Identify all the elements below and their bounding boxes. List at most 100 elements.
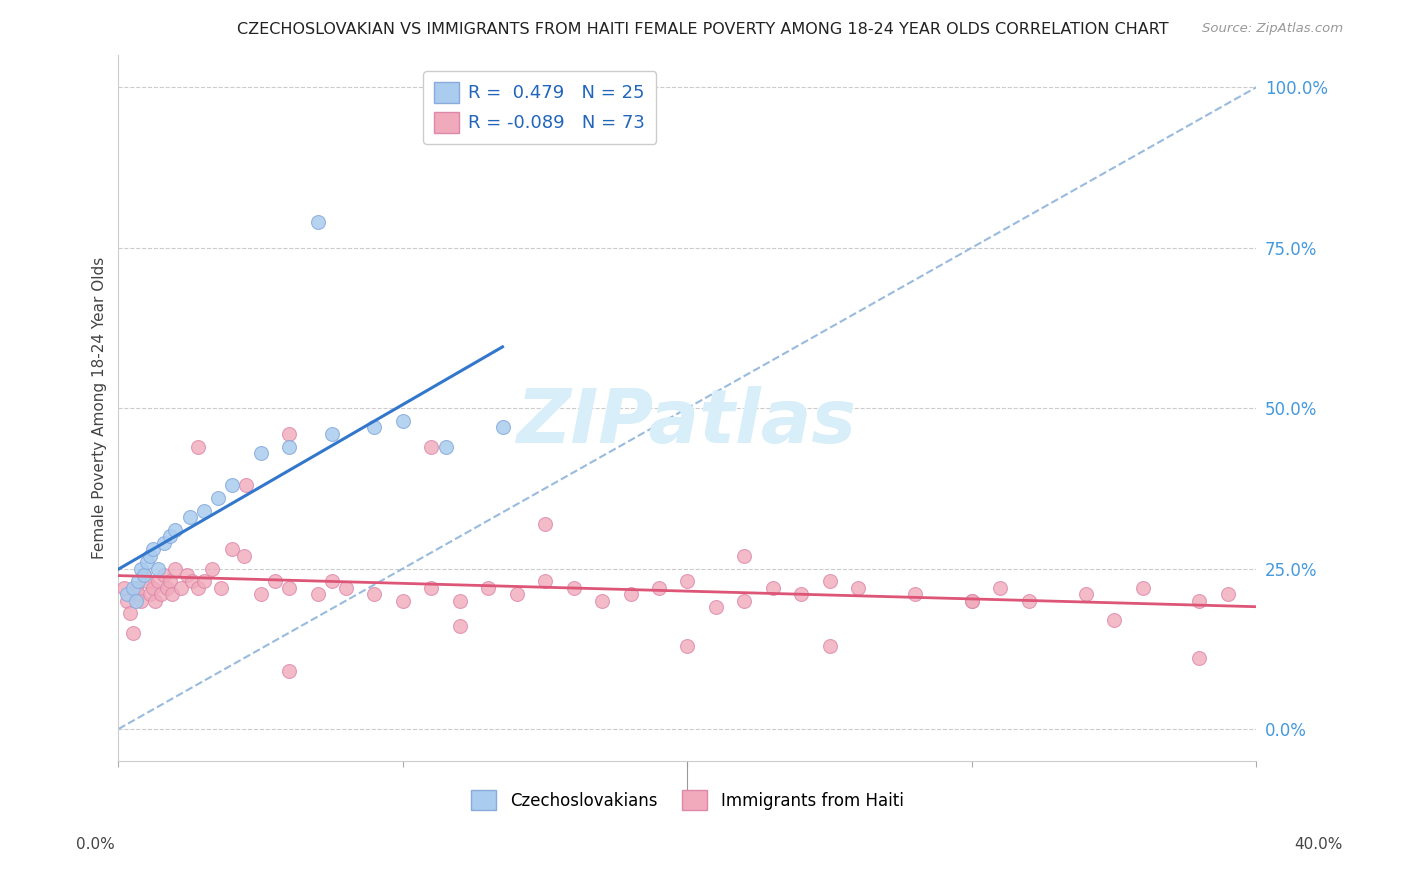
Point — [904, 587, 927, 601]
Point — [181, 574, 204, 589]
Point — [176, 568, 198, 582]
Point — [818, 639, 841, 653]
Point — [704, 600, 727, 615]
Point — [1102, 613, 1125, 627]
Point — [170, 581, 193, 595]
Point — [449, 593, 471, 607]
Point — [124, 593, 146, 607]
Point — [434, 440, 457, 454]
Point — [121, 581, 143, 595]
Point — [235, 478, 257, 492]
Point — [112, 581, 135, 595]
Point — [676, 639, 699, 653]
Point — [1018, 593, 1040, 607]
Point — [321, 574, 343, 589]
Point — [619, 587, 641, 601]
Point — [321, 426, 343, 441]
Point — [209, 581, 232, 595]
Text: CZECHOSLOVAKIAN VS IMMIGRANTS FROM HAITI FEMALE POVERTY AMONG 18-24 YEAR OLDS CO: CZECHOSLOVAKIAN VS IMMIGRANTS FROM HAITI… — [238, 22, 1168, 37]
Point — [145, 593, 167, 607]
Point — [534, 516, 557, 531]
Point — [278, 581, 301, 595]
Point — [392, 414, 415, 428]
Point — [142, 581, 165, 595]
Point — [153, 568, 176, 582]
Point — [232, 549, 254, 563]
Point — [307, 215, 329, 229]
Point — [733, 593, 755, 607]
Point — [193, 574, 215, 589]
Point — [124, 581, 146, 595]
Point — [762, 581, 785, 595]
Point — [1132, 581, 1154, 595]
Point — [153, 536, 176, 550]
Point — [193, 504, 215, 518]
Point — [135, 555, 157, 569]
Point — [132, 568, 155, 582]
Point — [1188, 651, 1211, 665]
Point — [159, 574, 181, 589]
Point — [221, 478, 243, 492]
Point — [142, 542, 165, 557]
Point — [818, 574, 841, 589]
Point — [363, 420, 385, 434]
Point — [676, 574, 699, 589]
Point — [278, 440, 301, 454]
Point — [129, 561, 152, 575]
Point — [477, 581, 499, 595]
Point — [392, 593, 415, 607]
Point — [165, 561, 187, 575]
Text: 40.0%: 40.0% — [1295, 838, 1343, 852]
Point — [278, 426, 301, 441]
Point — [135, 574, 157, 589]
Point — [420, 581, 443, 595]
Point — [534, 574, 557, 589]
Point — [278, 665, 301, 679]
Point — [115, 587, 138, 601]
Point — [132, 568, 155, 582]
Point — [733, 549, 755, 563]
Point — [148, 561, 170, 575]
Point — [335, 581, 357, 595]
Point — [988, 581, 1011, 595]
Point — [420, 440, 443, 454]
Point — [264, 574, 287, 589]
Point — [207, 491, 229, 505]
Point — [118, 607, 141, 621]
Point — [307, 587, 329, 601]
Point — [127, 587, 149, 601]
Point — [1074, 587, 1097, 601]
Point — [506, 587, 529, 601]
Point — [165, 523, 187, 537]
Point — [249, 587, 271, 601]
Point — [156, 581, 179, 595]
Point — [960, 593, 983, 607]
Point — [162, 587, 184, 601]
Point — [1216, 587, 1239, 601]
Point — [846, 581, 869, 595]
Point — [591, 593, 613, 607]
Text: ZIPatlas: ZIPatlas — [517, 385, 858, 458]
Point — [449, 619, 471, 633]
Point — [179, 510, 201, 524]
Point — [491, 420, 513, 434]
Point — [201, 561, 224, 575]
Point — [159, 529, 181, 543]
Point — [138, 587, 160, 601]
Point — [187, 581, 209, 595]
Point — [1188, 593, 1211, 607]
Y-axis label: Female Poverty Among 18-24 Year Olds: Female Poverty Among 18-24 Year Olds — [93, 257, 107, 559]
Point — [221, 542, 243, 557]
Point — [363, 587, 385, 601]
Point — [249, 446, 271, 460]
Point — [960, 593, 983, 607]
Text: Source: ZipAtlas.com: Source: ZipAtlas.com — [1202, 22, 1343, 36]
Point — [790, 587, 813, 601]
Point — [648, 581, 671, 595]
Legend: Czechoslovakians, Immigrants from Haiti: Czechoslovakians, Immigrants from Haiti — [465, 784, 910, 816]
Point — [129, 593, 152, 607]
Point — [150, 587, 173, 601]
Point — [187, 440, 209, 454]
Point — [115, 593, 138, 607]
Text: 0.0%: 0.0% — [76, 838, 115, 852]
